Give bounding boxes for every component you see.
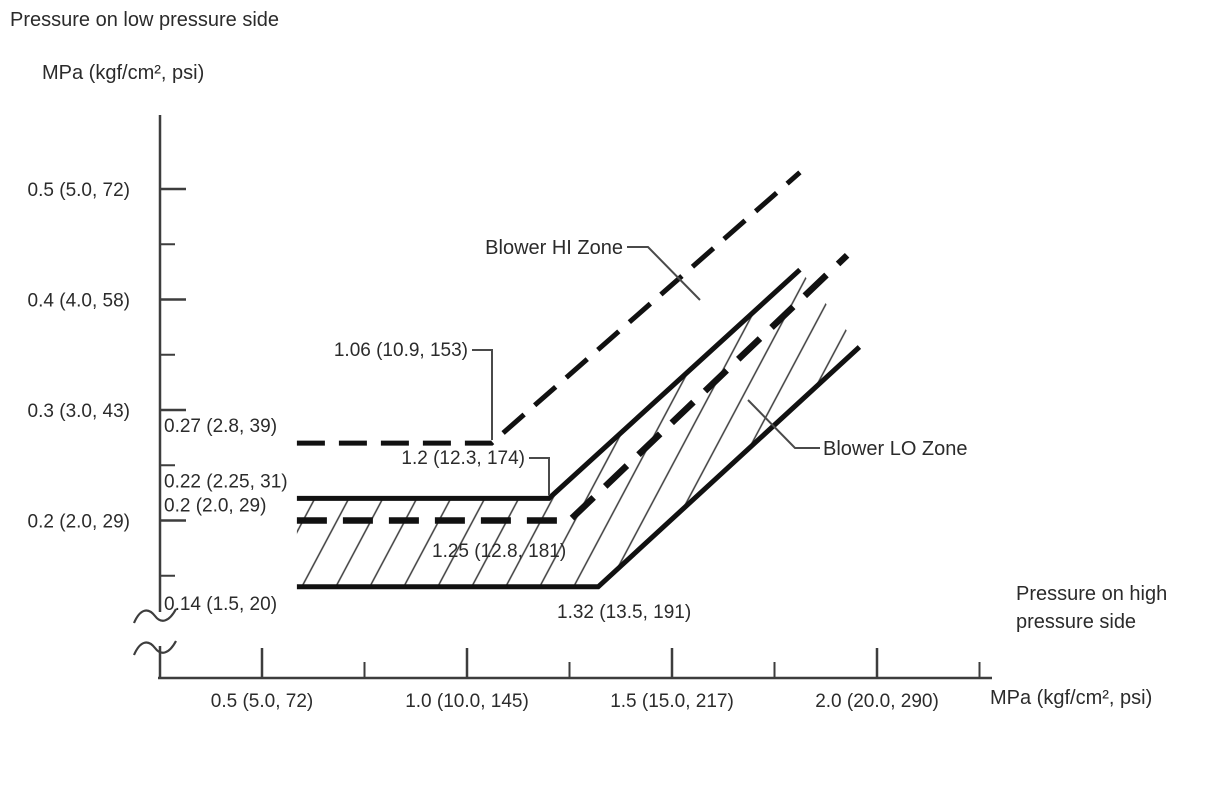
level-label: 0.14 (1.5, 20)	[164, 594, 277, 615]
series-hi-lower	[296, 252, 850, 524]
x-axis-unit-label: MPa (kgf/cm², psi)	[990, 687, 1152, 709]
x-axis-title-line1: Pressure on high	[1016, 583, 1167, 605]
x-tick-label: 1.0 (10.0, 145)	[405, 691, 529, 712]
y-tick-label: 0.3 (3.0, 43)	[28, 401, 130, 422]
axis-break-squiggle-bottom	[132, 640, 177, 656]
series-lo-lower	[296, 345, 862, 590]
y-tick-label: 0.4 (4.0, 58)	[28, 291, 130, 312]
zone-boundary-lines	[296, 170, 862, 590]
annotation-1-25: 1.25 (12.8, 181)	[432, 541, 566, 562]
axes	[132, 115, 992, 680]
leader-line-hi-zone	[627, 246, 701, 301]
annotation-1-06: 1.06 (10.9, 153)	[334, 340, 468, 361]
leader-line-lo-zone	[747, 399, 820, 449]
series-lo-upper	[296, 267, 802, 501]
series-hi-upper	[296, 170, 802, 446]
leader-line-1-2	[529, 457, 550, 495]
x-axis-title-line2: pressure side	[1016, 611, 1136, 633]
y-tick-label: 0.2 (2.0, 29)	[28, 512, 130, 533]
axis-break-squiggle-top	[132, 608, 177, 624]
lo-zone-label: Blower LO Zone	[823, 438, 968, 460]
x-tick-label: 2.0 (20.0, 290)	[815, 691, 939, 712]
x-tick-label: 0.5 (5.0, 72)	[211, 691, 313, 712]
hi-zone-label: Blower HI Zone	[485, 237, 623, 259]
leader-line-1-06	[472, 349, 493, 440]
tick-marks-and-labels: 0.5 (5.0, 72) 1.0 (10.0, 145) 1.5 (15.0, 2…	[28, 180, 981, 712]
hatched-lo-zone-area	[296, 269, 860, 587]
level-label: 0.2 (2.0, 29)	[164, 496, 266, 517]
axis-titles: Pressure on low pressure side MPa (kgf/c…	[10, 9, 1167, 709]
chart-title-low-pressure: Pressure on low pressure side	[10, 9, 279, 31]
annotation-1-2: 1.2 (12.3, 174)	[401, 448, 525, 469]
level-label: 0.27 (2.8, 39)	[164, 416, 277, 437]
level-label: 0.22 (2.25, 31)	[164, 471, 288, 492]
lo-zone-hatch	[296, 269, 860, 587]
annotations: 1.06 (10.9, 153) 1.2 (12.3, 174) 1.25 (1…	[334, 237, 968, 623]
annotation-1-32: 1.32 (13.5, 191)	[557, 602, 691, 623]
y-axis-unit-label: MPa (kgf/cm², psi)	[42, 62, 204, 84]
y-tick-label: 0.5 (5.0, 72)	[28, 180, 130, 201]
x-tick-label: 1.5 (15.0, 217)	[610, 691, 734, 712]
